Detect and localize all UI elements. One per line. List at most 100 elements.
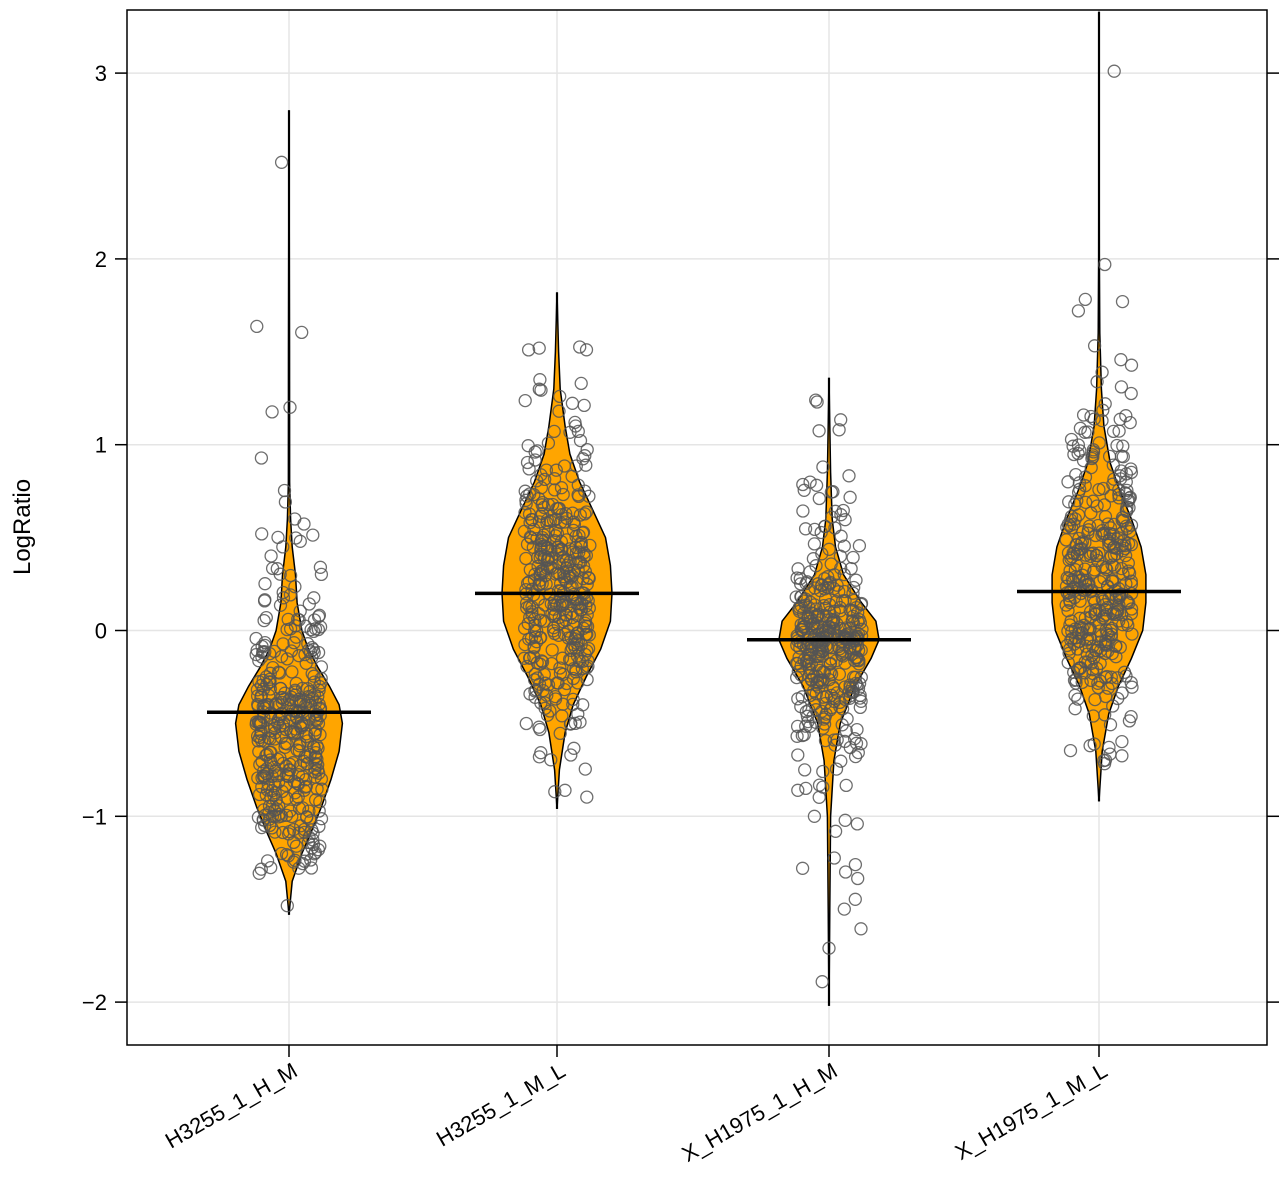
data-point (809, 478, 824, 492)
outlier-point (832, 423, 846, 437)
data-point (263, 724, 278, 738)
data-point (807, 630, 822, 644)
data-point (546, 513, 561, 528)
data-point (549, 463, 563, 477)
data-point (520, 537, 535, 551)
data-point (565, 469, 579, 484)
data-point (850, 722, 864, 737)
data-point (1061, 546, 1076, 560)
data-point (519, 596, 534, 610)
data-point (528, 612, 542, 626)
data-point (279, 759, 293, 773)
data-point (849, 600, 864, 615)
data-point (268, 825, 282, 839)
y-axis-title: LogRatio (9, 479, 36, 575)
data-point (547, 472, 562, 486)
data-point (1105, 621, 1119, 636)
data-point (808, 696, 822, 711)
data-point (849, 676, 863, 691)
data-point (1119, 475, 1133, 489)
data-point (1106, 424, 1121, 439)
data-point (294, 697, 308, 712)
data-point (1096, 403, 1110, 417)
data-point (1109, 639, 1123, 653)
data-point (540, 688, 554, 702)
data-point (1064, 432, 1079, 447)
data-point (1069, 467, 1083, 482)
data-point (800, 709, 815, 723)
data-point (578, 564, 593, 579)
data-point (259, 788, 273, 802)
data-point (804, 636, 818, 651)
data-point (848, 641, 862, 655)
data-point (250, 319, 264, 334)
data-point (1095, 523, 1109, 538)
outlier-point (1083, 739, 1097, 753)
data-point (1078, 562, 1092, 576)
data-point (816, 673, 830, 687)
data-point (846, 550, 860, 565)
data-point (1095, 592, 1109, 606)
data-point (280, 791, 294, 805)
data-point (279, 847, 294, 862)
data-point (538, 598, 552, 612)
data-point (834, 413, 848, 427)
data-point (1073, 421, 1088, 435)
data-point (545, 497, 560, 512)
data-point (554, 481, 569, 495)
outlier-point (815, 975, 829, 989)
data-point (279, 722, 293, 737)
data-point (811, 577, 825, 591)
data-point (285, 665, 299, 679)
data-point (532, 720, 546, 734)
data-point (803, 595, 818, 609)
data-point (797, 620, 811, 634)
data-point (579, 458, 593, 472)
data-point (285, 809, 299, 824)
data-point (298, 647, 312, 662)
data-point (796, 594, 811, 608)
outlier-point (564, 748, 578, 762)
data-point (830, 578, 844, 592)
outlier-point (553, 389, 567, 404)
data-point (525, 582, 539, 596)
data-point (557, 566, 571, 580)
data-point (273, 681, 288, 696)
data-point (283, 400, 297, 414)
data-point (557, 572, 572, 586)
data-point (1104, 623, 1118, 638)
data-point (255, 780, 269, 794)
data-point (1120, 615, 1134, 629)
outlier-point (807, 809, 822, 823)
data-point (838, 692, 852, 707)
data-point (1118, 548, 1133, 563)
data-point (289, 839, 304, 853)
data-point (313, 795, 327, 809)
data-point (1084, 656, 1098, 671)
data-point (304, 814, 318, 828)
data-point (851, 871, 865, 886)
data-point (523, 651, 537, 665)
data-point (1071, 508, 1086, 522)
data-point (1091, 680, 1105, 695)
x-tick-label: H3255_1_H_M (161, 1058, 302, 1154)
data-point (798, 763, 812, 777)
data-point (530, 474, 544, 488)
data-point (551, 543, 565, 558)
data-point (1063, 563, 1077, 578)
data-point (314, 671, 328, 686)
data-point (843, 740, 857, 755)
data-point (1071, 485, 1086, 500)
x-tick-label: X_H1975_1_M_L (951, 1058, 1112, 1165)
data-point (296, 754, 311, 768)
data-point (530, 444, 544, 458)
data-point (1120, 500, 1134, 514)
data-point (1111, 691, 1125, 706)
data-point (302, 804, 316, 818)
data-point (583, 538, 597, 553)
data-point (843, 678, 857, 692)
data-point (807, 537, 822, 551)
data-point (806, 617, 820, 631)
data-point (1099, 607, 1113, 622)
data-point (568, 415, 582, 430)
